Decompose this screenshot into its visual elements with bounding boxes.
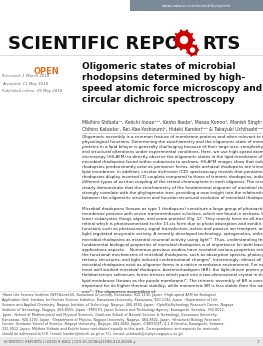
Text: 1: 1 [256, 340, 259, 344]
Text: SCIENTIFIC REPORTS | (2018) 8:8262 | DOI:10.1038/s41598-018-26606-y: SCIENTIFIC REPORTS | (2018) 8:8262 | DOI… [4, 340, 136, 344]
Text: SCIENTIFIC REPO: SCIENTIFIC REPO [8, 35, 180, 53]
Circle shape [175, 31, 193, 48]
Text: Accepted: 11 May 2018: Accepted: 11 May 2018 [2, 82, 48, 85]
Polygon shape [186, 43, 199, 57]
Text: Oligomeric assembly is a common feature of membrane proteins and often relevant : Oligomeric assembly is a common feature … [82, 135, 263, 200]
Polygon shape [173, 29, 195, 51]
Text: Mikihiro Shibata¹², Keiichi Inoue³⁴⁵, Kento Ikeda⁶, Masao Konno⁶, Manish Singh⁷,: Mikihiro Shibata¹², Keiichi Inoue³⁴⁵, Ke… [82, 120, 263, 131]
Text: Oligomeric states of microbial
rhodopsins determined by high-
speed atomic force: Oligomeric states of microbial rhodopsin… [82, 62, 262, 104]
Text: ¹Nano Life Science Institute (WPI-NanoLSI), Kanazawa University, Kanazawa, 920-1: ¹Nano Life Science Institute (WPI-NanoLS… [2, 293, 233, 336]
Text: Received: 1 March 2018: Received: 1 March 2018 [2, 74, 49, 78]
Text: www.nature.com/scientificreports: www.nature.com/scientificreports [161, 4, 231, 9]
Circle shape [188, 45, 198, 55]
Text: Published online: 29 May 2018: Published online: 29 May 2018 [2, 89, 62, 93]
Bar [0, 337, 263, 346]
Circle shape [180, 36, 188, 44]
Bar [130, 0, 263, 11]
Text: Microbial rhodopsins (known as type 1 rhodopsins) constitute a large group of ph: Microbial rhodopsins (known as type 1 rh… [82, 207, 263, 294]
Text: RTS: RTS [202, 35, 240, 53]
Circle shape [190, 48, 195, 52]
Text: OPEN: OPEN [34, 66, 60, 75]
